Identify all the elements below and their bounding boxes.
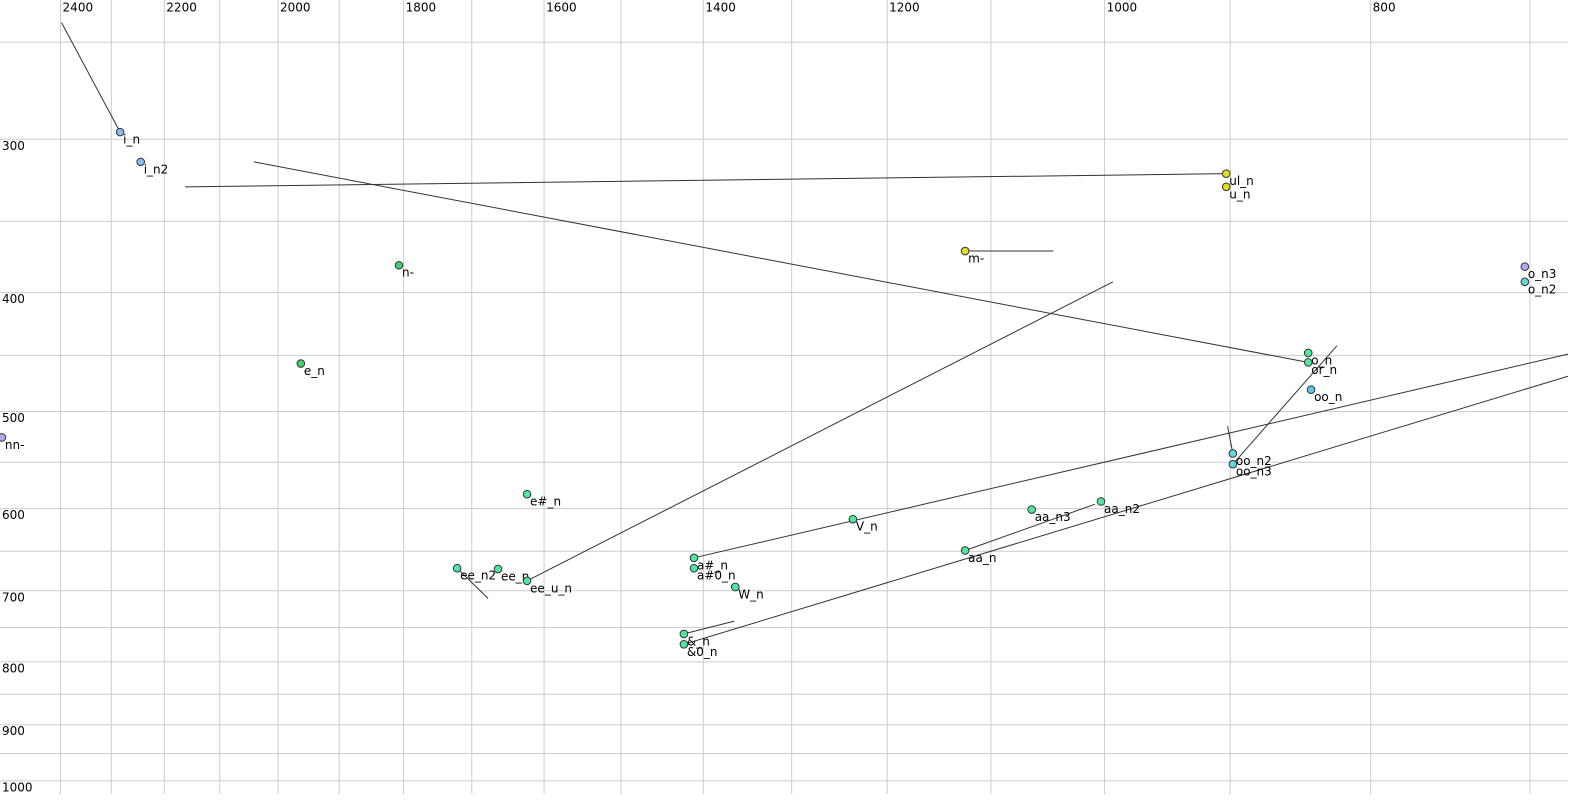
- point-label: aa_n2: [1104, 502, 1140, 516]
- point-label: o_n2: [1528, 282, 1557, 296]
- point: [1027, 505, 1037, 514]
- point: [689, 553, 699, 563]
- point: [848, 514, 858, 524]
- point-label: e#_n: [530, 495, 561, 509]
- x-tick-label: 1400: [705, 1, 736, 15]
- point: [1096, 497, 1106, 506]
- point: [960, 546, 970, 555]
- point: [493, 564, 503, 574]
- point: [136, 157, 145, 167]
- trajectory: [185, 173, 1227, 188]
- point: [296, 359, 306, 368]
- point-label: n-: [402, 266, 414, 280]
- point-label: ee_u_n: [530, 581, 572, 595]
- x-tick-label: 2400: [63, 1, 94, 15]
- point-label: i_n2: [144, 162, 169, 176]
- point-label: u_n: [1229, 187, 1250, 201]
- y-tick-label: 1000: [2, 780, 33, 794]
- point-label: aa_n: [968, 551, 996, 565]
- point-label: &0_n: [687, 645, 718, 659]
- trajectory: [683, 620, 735, 635]
- point: [1228, 449, 1238, 458]
- x-tick-label: 1600: [546, 1, 577, 15]
- point-label: i_n: [123, 133, 140, 147]
- point-label: ul_n: [1229, 174, 1254, 188]
- point-label: e_n: [304, 364, 325, 378]
- trajectory: [61, 22, 121, 133]
- point: [730, 582, 740, 592]
- point-label: nn-: [5, 438, 25, 452]
- point: [1306, 385, 1316, 395]
- point: [1520, 262, 1530, 271]
- point: [522, 489, 532, 499]
- point: [0, 433, 7, 442]
- y-tick-label: 500: [2, 411, 25, 425]
- y-tick-label: 700: [2, 590, 25, 604]
- y-tick-label: 900: [2, 724, 25, 738]
- point: [679, 629, 689, 639]
- trajectory: [1227, 426, 1234, 454]
- y-tick-label: 400: [2, 292, 25, 306]
- x-tick-label: 1800: [406, 1, 437, 15]
- point-label: V_n: [856, 520, 878, 534]
- y-tick-label: 600: [2, 508, 25, 522]
- point-label: o_n3: [1528, 267, 1557, 281]
- point: [1228, 459, 1238, 469]
- point-label: a#0_n: [697, 569, 736, 583]
- point: [522, 576, 532, 586]
- point: [679, 640, 689, 649]
- trajectory: [965, 503, 1096, 551]
- x-tick-label: 800: [1373, 1, 1396, 15]
- trajectory: [253, 161, 1309, 363]
- y-tick-label: 800: [2, 661, 25, 675]
- point: [1303, 348, 1313, 358]
- x-tick-label: 1200: [889, 1, 920, 15]
- point: [1221, 182, 1231, 192]
- point-label: m-: [968, 252, 984, 266]
- point-label: ee_n: [501, 570, 529, 584]
- point-label: oo_n3: [1236, 465, 1272, 479]
- point-label: oo_n2: [1236, 454, 1272, 468]
- point: [1221, 169, 1231, 178]
- point-label: o_n: [1311, 353, 1332, 367]
- point: [1520, 277, 1530, 287]
- point-label: &_n: [687, 634, 710, 648]
- point-label: W_n: [738, 587, 763, 601]
- point-label: oo_n: [1314, 390, 1342, 404]
- trajectory: [526, 281, 1114, 582]
- point: [960, 246, 970, 256]
- point: [452, 563, 462, 573]
- trajectory: [693, 353, 1569, 559]
- trajectory: [456, 567, 489, 599]
- trajectory: [1232, 345, 1338, 465]
- x-tick-label: 1000: [1107, 1, 1138, 15]
- point: [394, 260, 404, 270]
- trajectory: [683, 375, 1569, 645]
- point-label: ee_n2: [460, 569, 496, 583]
- point: [115, 127, 125, 137]
- point: [689, 563, 699, 573]
- point: [1303, 358, 1313, 367]
- x-tick-label: 2000: [280, 1, 311, 15]
- x-tick-label: 2200: [166, 1, 197, 15]
- y-tick-label: 300: [2, 139, 25, 153]
- point-label: or_n: [1311, 363, 1337, 377]
- point-label: a#_n: [697, 558, 728, 572]
- point-label: aa_n3: [1035, 510, 1071, 524]
